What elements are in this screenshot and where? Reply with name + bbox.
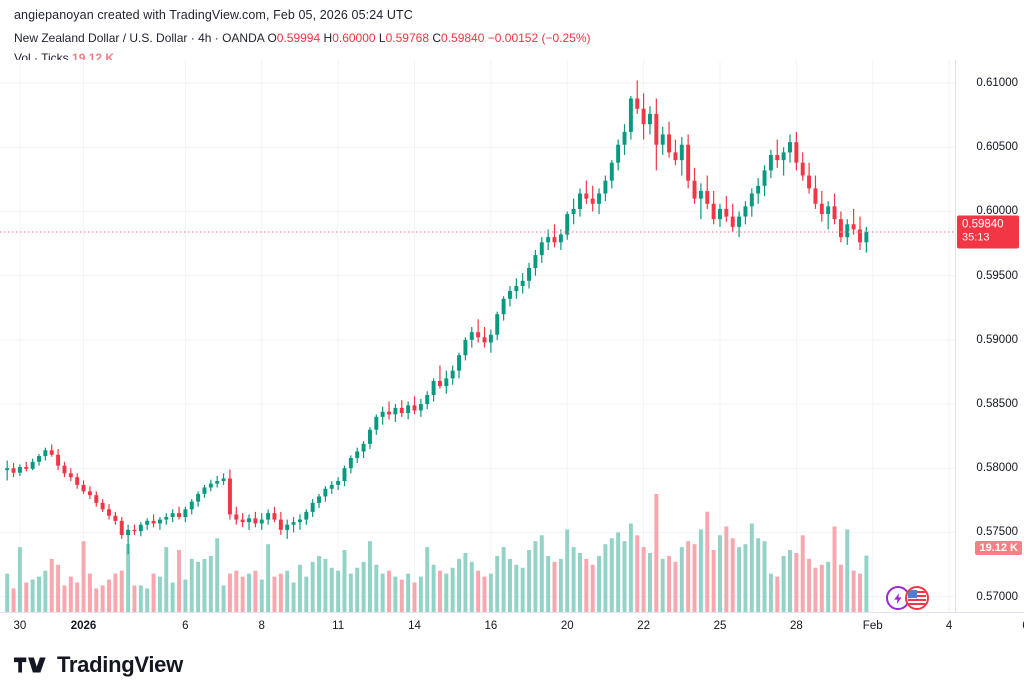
time-tick-label: 6	[182, 620, 189, 632]
legend-high-key: H	[323, 31, 333, 45]
legend-high-value: 0.60000	[332, 31, 376, 45]
current-price-value: 0.59840	[962, 218, 1004, 231]
time-tick-label: 30	[13, 620, 27, 632]
price-tick-label: 0.59500	[976, 269, 1018, 282]
legend-open-value: 0.59994	[276, 31, 321, 45]
attribution-text: angiepanoyan created with TradingView.co…	[14, 8, 413, 22]
chart-plot-area[interactable]	[0, 60, 955, 612]
time-tick-label: 8	[258, 620, 265, 632]
legend-close-value: 0.59840	[441, 31, 485, 45]
legend-meta: · 4h · OANDA	[187, 31, 268, 45]
time-tick-label: 2026	[70, 620, 97, 632]
time-tick-label: 6	[1022, 620, 1024, 632]
current-price-badge[interactable]: 0.59840 35:13	[957, 215, 1019, 249]
time-tick-label: 20	[560, 620, 574, 632]
price-tick-label: 0.61000	[976, 77, 1018, 90]
time-tick-label: 22	[637, 620, 651, 632]
chart-badges	[886, 586, 929, 610]
tradingview-logo: TradingView	[14, 652, 183, 678]
chart-legend: New Zealand Dollar / U.S. Dollar · 4h · …	[14, 30, 591, 68]
time-tick-label: Feb	[862, 620, 883, 632]
legend-symbol-name: New Zealand Dollar / U.S. Dollar	[14, 31, 188, 45]
price-tick-label: 0.60000	[976, 205, 1018, 218]
legend-close-key: C	[432, 31, 442, 45]
legend-symbol-row: New Zealand Dollar / U.S. Dollar · 4h · …	[14, 30, 591, 47]
time-tick-label: 25	[713, 620, 727, 632]
tradingview-mark-icon	[14, 657, 46, 673]
time-tick-label: 14	[408, 620, 421, 632]
tradingview-wordmark: TradingView	[57, 652, 183, 677]
legend-change: −0.00152 (−0.25%)	[487, 31, 591, 45]
price-tick-label: 0.60500	[976, 141, 1018, 154]
us-flag-icon[interactable]	[905, 586, 929, 610]
price-tick-label: 0.58000	[976, 462, 1018, 475]
legend-low-key: L	[378, 31, 386, 45]
time-tick-label: 4	[945, 620, 953, 632]
time-tick-label: 28	[789, 620, 803, 632]
price-tick-label: 0.57000	[976, 590, 1018, 603]
legend-low-value: 0.59768	[385, 31, 429, 45]
price-axis[interactable]: 0.61000 0.60500 0.60000 0.59500 0.59000 0.585…	[955, 60, 1024, 612]
time-axis[interactable]: 30 2026 6 8 11 14 16 20 22 25 28 Feb 4 6	[0, 612, 1024, 642]
price-tick-label: 0.58500	[976, 398, 1018, 411]
price-tick-label: 0.57500	[976, 526, 1018, 539]
price-tick-label: 0.59000	[976, 333, 1018, 346]
candlestick-chart	[0, 60, 955, 612]
legend-open-key: O	[267, 31, 277, 45]
time-tick-label: 16	[484, 620, 498, 632]
current-price-countdown: 35:13	[962, 231, 990, 244]
footer: TradingView	[0, 642, 1024, 696]
volume-badge[interactable]: 19.12 K	[975, 540, 1022, 555]
time-tick-label: 11	[332, 620, 345, 632]
